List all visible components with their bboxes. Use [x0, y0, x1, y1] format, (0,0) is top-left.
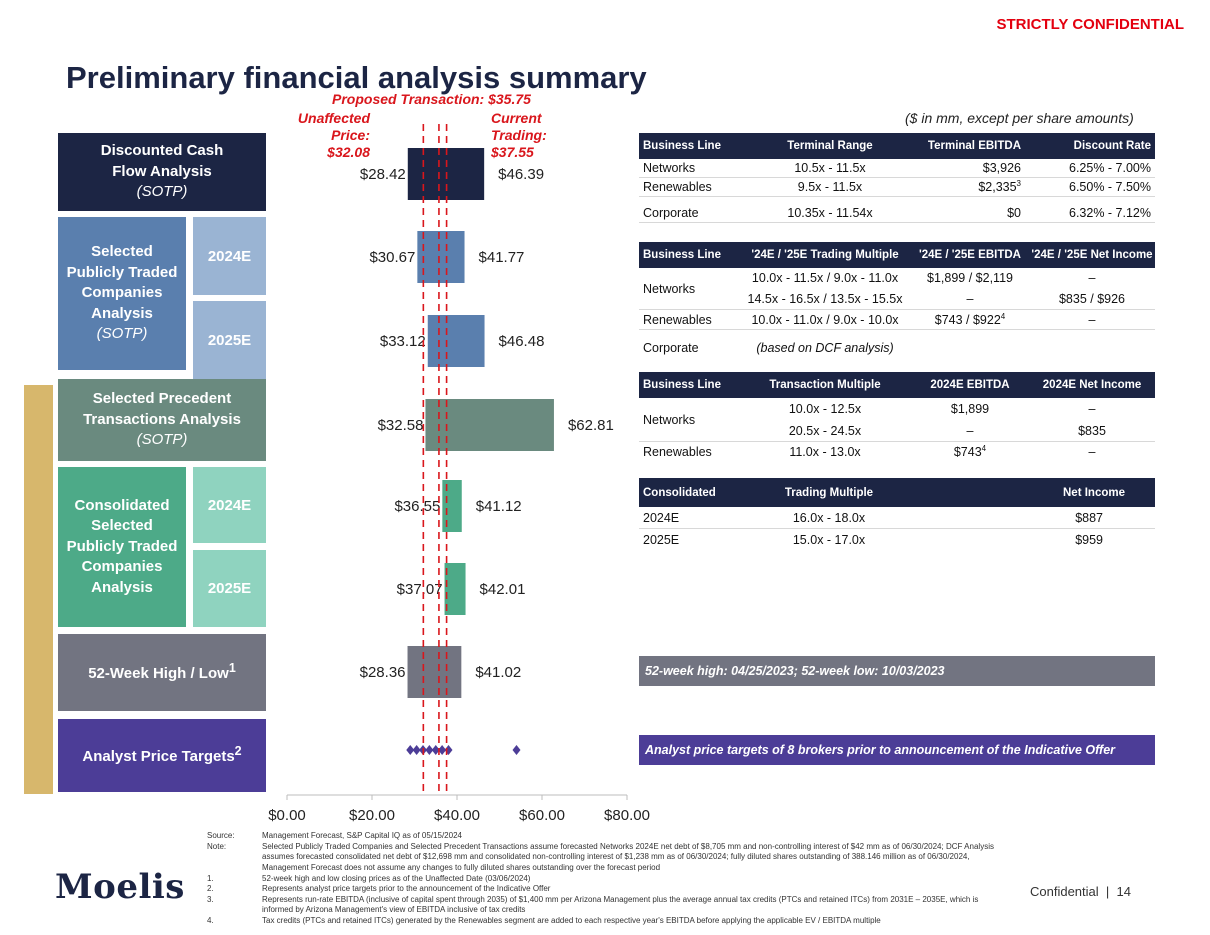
range-bar: [444, 563, 466, 615]
analyst-target-point: [425, 745, 434, 755]
table-row: Networks 10.0x - 12.5x $1,899 – 20.5x - …: [639, 398, 1155, 442]
method-analyst-targets: Analyst Price Targets2: [58, 719, 266, 792]
dcf-table-header: Business Line Terminal Range Terminal EB…: [639, 133, 1155, 159]
range-bar: [442, 480, 462, 532]
range-low-label: $28.36: [360, 664, 406, 681]
analyst-target-point: [444, 745, 453, 755]
table-row: Renewables 10.0x - 11.0x / 9.0x - 10.0x …: [639, 310, 1155, 330]
x-tick-label: $0.00: [268, 807, 306, 824]
analyst-target-point: [438, 745, 447, 755]
method-dcf: Discounted Cash Flow Analysis (SOTP): [58, 133, 266, 211]
range-bar: [425, 399, 554, 451]
precedent-transactions-table: Business Line Transaction Multiple 2024E…: [639, 372, 1155, 462]
method-52-week: 52-Week High / Low1: [58, 634, 266, 711]
range-low-label: $37.07: [397, 581, 443, 598]
range-low-label: $32.58: [378, 417, 424, 434]
range-bar: [407, 646, 462, 698]
range-bar: [417, 231, 465, 283]
sptc-2024e-box: 2024E: [193, 217, 266, 295]
x-tick-label: $40.00: [434, 807, 480, 824]
csptc-2024e-box: 2024E: [193, 467, 266, 543]
range-low-label: $28.42: [360, 166, 406, 183]
week52-note-band: 52-week high: 04/25/2023; 52-week low: 1…: [639, 656, 1155, 686]
range-low-label: $36.55: [394, 498, 440, 515]
table-row: Corporate (based on DCF analysis): [643, 341, 894, 355]
strictly-confidential-label: STRICTLY CONFIDENTIAL: [996, 16, 1184, 33]
analyst-target-point: [406, 745, 415, 755]
unaffected-price-label: Unaffected Price: $32.08: [297, 110, 370, 160]
sptc-2025e-box: 2025E: [193, 301, 266, 379]
units-note: ($ in mm, except per share amounts): [905, 110, 1134, 126]
footnotes: Source: Management Forecast, S&P Capital …: [207, 831, 1007, 927]
table-row: Renewables 11.0x - 13.0x $7434 –: [643, 444, 1096, 460]
analyst-target-point: [412, 745, 421, 755]
range-high-label: $41.77: [479, 249, 525, 266]
gold-accent-bar: [24, 385, 53, 794]
range-low-label: $33.12: [380, 333, 426, 350]
method-selected-precedent-transactions: Selected Precedent Transactions Analysis…: [58, 379, 266, 461]
table-row: Networks 10.0x - 11.5x / 9.0x - 11.0x $1…: [639, 268, 1155, 310]
footer-confidential: Confidential | 14: [1030, 884, 1131, 899]
footnote-3: 3. Represents run-rate EBITDA (inclusive …: [207, 894, 979, 915]
dcf-table: Business Line Terminal Range Terminal EB…: [639, 133, 1155, 223]
page-number: 14: [1116, 884, 1131, 899]
proposed-transaction-label: Proposed Transaction: $35.75: [332, 91, 531, 107]
precedent-table-header: Business Line Transaction Multiple 2024E…: [639, 372, 1155, 398]
trading-multiples-table: Business Line '24E / '25E Trading Multip…: [639, 242, 1155, 358]
table-row: Networks 10.5x - 11.5x $3,926 6.25% - 7.…: [639, 159, 1155, 178]
csptc-2025e-box: 2025E: [193, 550, 266, 627]
range-bar: [427, 315, 485, 367]
range-high-label: $41.02: [475, 664, 521, 681]
table-row: Corporate 10.35x - 11.54x $0 6.32% - 7.1…: [639, 197, 1155, 223]
analyst-note-band: Analyst price targets of 8 brokers prior…: [639, 735, 1155, 765]
footnote-1: 1. 52-week high and low closing prices as…: [207, 873, 531, 883]
range-high-label: $42.01: [480, 581, 526, 598]
trading-table-header: Business Line '24E / '25E Trading Multip…: [639, 242, 1155, 268]
footnote-source: Source: Management Forecast, S&P Capital …: [207, 831, 462, 840]
footnote-note: Note: Selected Publicly Traded Companies …: [207, 841, 994, 872]
range-high-label: $46.48: [499, 333, 545, 350]
current-trading-label: Current Trading: $37.55: [491, 110, 547, 160]
consolidated-table-header: Consolidated Trading Multiple Net Income: [639, 478, 1155, 507]
table-row: 2024E 16.0x - 18.0x $887: [639, 507, 1155, 529]
footnote-2: 2. Represents analyst price targets prior…: [207, 884, 551, 894]
x-tick-label: $60.00: [519, 807, 565, 824]
analyst-target-point: [512, 745, 521, 755]
footnote-4: 4. Tax credits (PTCs and retained ITCs) g…: [207, 916, 881, 925]
x-tick-label: $20.00: [349, 807, 395, 824]
table-row: Renewables 9.5x - 11.5x $2,3353 6.50% - …: [639, 178, 1155, 197]
consolidated-table: Consolidated Trading Multiple Net Income…: [639, 478, 1155, 551]
range-high-label: $62.81: [568, 417, 614, 434]
range-high-label: $46.39: [498, 166, 544, 183]
page-title: Preliminary financial analysis summary: [66, 60, 647, 95]
range-low-label: $30.67: [369, 249, 415, 266]
table-row: 2025E 15.0x - 17.0x $959: [643, 533, 1103, 547]
method-selected-publicly-traded: Selected Publicly Traded Companies Analy…: [58, 217, 186, 370]
range-high-label: $41.12: [476, 498, 522, 515]
moelis-logo: Moelis: [55, 867, 185, 907]
method-consolidated-publicly-traded: Consolidated Selected Publicly Traded Co…: [58, 467, 186, 627]
x-tick-label: $80.00: [604, 807, 650, 824]
analyst-target-point: [431, 745, 440, 755]
